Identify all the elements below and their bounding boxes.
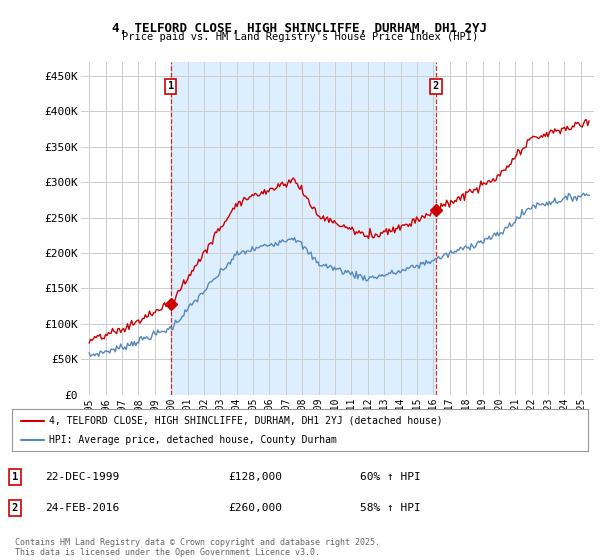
Text: 2: 2 [433, 81, 439, 91]
Text: Contains HM Land Registry data © Crown copyright and database right 2025.
This d: Contains HM Land Registry data © Crown c… [15, 538, 380, 557]
Bar [170, 62, 436, 395]
Text: 24-FEB-2016: 24-FEB-2016 [45, 503, 119, 513]
Text: 58% ↑ HPI: 58% ↑ HPI [360, 503, 421, 513]
Text: Price paid vs. HM Land Registry's House Price Index (HPI): Price paid vs. HM Land Registry's House … [122, 32, 478, 43]
Text: £260,000: £260,000 [228, 503, 282, 513]
Text: 4, TELFORD CLOSE, HIGH SHINCLIFFE, DURHAM, DH1 2YJ: 4, TELFORD CLOSE, HIGH SHINCLIFFE, DURHA… [113, 22, 487, 35]
Text: 1: 1 [12, 472, 18, 482]
Text: £128,000: £128,000 [228, 472, 282, 482]
Text: HPI: Average price, detached house, County Durham: HPI: Average price, detached house, Coun… [49, 435, 337, 445]
Text: 22-DEC-1999: 22-DEC-1999 [45, 472, 119, 482]
Text: 2: 2 [12, 503, 18, 513]
Text: 4, TELFORD CLOSE, HIGH SHINCLIFFE, DURHAM, DH1 2YJ (detached house): 4, TELFORD CLOSE, HIGH SHINCLIFFE, DURHA… [49, 416, 443, 426]
Text: 1: 1 [167, 81, 174, 91]
Text: 60% ↑ HPI: 60% ↑ HPI [360, 472, 421, 482]
